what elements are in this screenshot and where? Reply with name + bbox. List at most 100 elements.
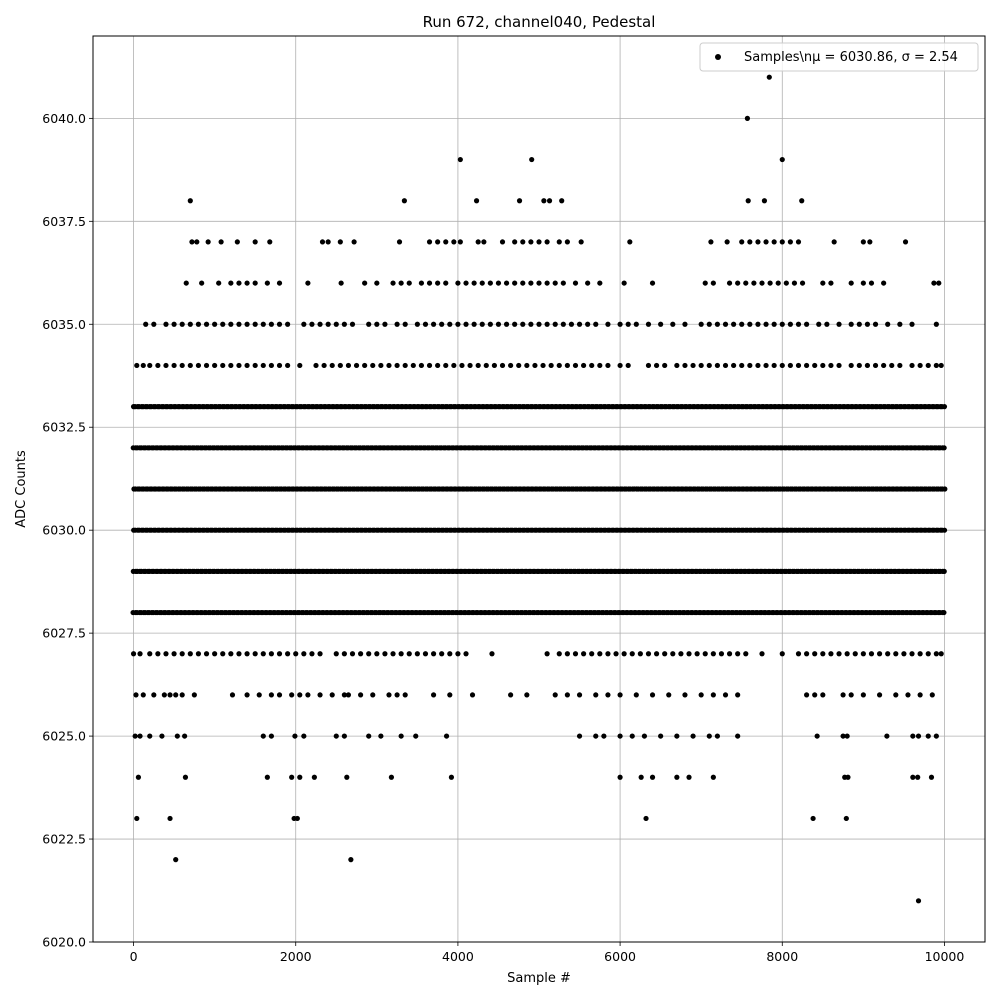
data-point <box>187 651 193 657</box>
data-point <box>706 362 712 369</box>
data-point <box>499 362 506 369</box>
data-point <box>605 692 611 698</box>
data-point <box>795 362 802 369</box>
data-point <box>674 733 680 739</box>
data-point <box>876 692 883 698</box>
data-point <box>572 280 579 286</box>
data-point <box>708 239 714 245</box>
data-point <box>228 651 234 657</box>
data-point <box>455 321 461 327</box>
data-point <box>338 280 344 286</box>
data-point <box>745 198 751 204</box>
data-point <box>473 198 480 204</box>
data-point <box>140 692 146 698</box>
data-point <box>876 651 883 657</box>
data-point <box>333 651 339 657</box>
data-point <box>358 651 364 657</box>
data-point <box>845 774 851 780</box>
data-point <box>751 280 757 286</box>
data-point <box>173 857 179 863</box>
data-point <box>714 733 721 739</box>
data-point <box>747 321 753 327</box>
data-point <box>163 651 169 657</box>
data-point <box>585 280 591 286</box>
data-point <box>649 692 656 698</box>
data-point <box>597 362 603 369</box>
data-point <box>151 321 157 327</box>
data-point <box>564 362 570 369</box>
data-point <box>706 733 712 739</box>
y-tick-label: 6032.5 <box>42 420 86 435</box>
data-point <box>637 651 643 657</box>
data-point <box>341 733 347 739</box>
data-point <box>860 651 866 657</box>
data-point <box>710 280 716 286</box>
data-point <box>195 651 202 657</box>
data-point <box>710 651 716 657</box>
data-point <box>457 156 463 163</box>
data-point <box>552 280 558 286</box>
data-point <box>333 733 339 739</box>
data-point <box>743 651 749 657</box>
data-point <box>860 280 866 286</box>
x-tick-label: 2000 <box>280 949 312 964</box>
data-point <box>499 239 506 245</box>
data-point <box>576 692 583 698</box>
data-point <box>633 321 639 327</box>
data-point <box>844 733 850 739</box>
data-point <box>739 362 745 369</box>
data-point <box>410 362 416 369</box>
data-point <box>544 321 550 327</box>
data-point <box>759 651 765 657</box>
data-point <box>747 239 753 245</box>
data-point <box>319 239 326 245</box>
data-point <box>593 692 599 698</box>
data-point <box>931 280 937 286</box>
data-point <box>702 280 708 286</box>
data-point <box>917 651 923 657</box>
data-point <box>398 651 404 657</box>
data-point <box>351 239 357 245</box>
data-point <box>447 692 453 698</box>
data-point <box>374 280 380 286</box>
data-point <box>220 651 226 657</box>
data-point <box>396 239 403 245</box>
data-point <box>902 239 909 245</box>
data-point <box>171 651 177 657</box>
data-point <box>605 321 611 327</box>
data-point <box>382 321 388 327</box>
data-point <box>475 239 481 245</box>
data-point <box>321 362 327 369</box>
data-point <box>268 362 274 369</box>
data-point <box>451 362 457 369</box>
data-point <box>597 651 603 657</box>
data-point <box>544 651 550 657</box>
data-point <box>244 280 250 286</box>
data-point <box>682 362 688 369</box>
data-point <box>820 651 826 657</box>
y-axis-label: ADC Counts <box>14 450 29 528</box>
data-point <box>556 362 562 369</box>
data-point <box>698 692 704 698</box>
x-axis-ticks: 0 2000 4000 6000 8000 10000 <box>130 942 964 964</box>
data-point <box>641 733 648 739</box>
data-point <box>593 733 599 739</box>
data-point <box>936 280 942 286</box>
data-point <box>621 651 627 657</box>
data-point <box>333 321 339 327</box>
data-point <box>787 239 793 245</box>
data-point <box>167 815 173 822</box>
data-point <box>744 115 751 121</box>
data-point <box>134 362 140 369</box>
data-point <box>885 321 891 327</box>
data-point <box>130 651 137 657</box>
data-point <box>638 774 644 780</box>
data-point <box>236 651 242 657</box>
data-point <box>658 321 664 327</box>
data-point <box>864 362 871 369</box>
data-point <box>358 692 364 698</box>
data-point <box>137 651 143 657</box>
data-point <box>714 362 721 369</box>
data-point <box>812 692 818 698</box>
data-point <box>244 321 250 327</box>
